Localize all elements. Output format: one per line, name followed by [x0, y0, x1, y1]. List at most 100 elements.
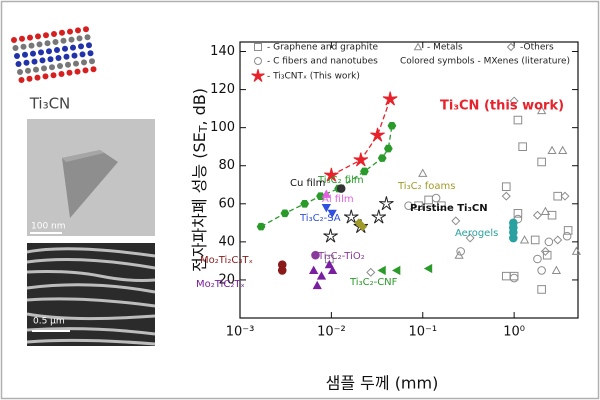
atom	[43, 32, 49, 39]
atom	[57, 63, 63, 69]
annotation: Pristine Ti₃CN	[410, 203, 488, 214]
point	[321, 189, 331, 198]
point	[501, 182, 511, 191]
atom	[41, 65, 47, 72]
atom	[44, 40, 51, 47]
y-label-part: T	[197, 125, 210, 133]
point	[547, 145, 557, 155]
point	[379, 196, 394, 211]
atom	[19, 35, 25, 42]
y-axis-label: 전자파차폐 성능 (SET, dB)	[190, 88, 211, 272]
point	[413, 42, 423, 51]
atom	[23, 59, 30, 66]
point	[336, 184, 346, 193]
point	[571, 246, 582, 255]
point	[518, 142, 527, 151]
annotation: Ti₃C₂-SA	[299, 213, 341, 224]
point	[532, 210, 542, 220]
atom	[54, 47, 60, 53]
atom	[65, 61, 71, 68]
point	[256, 222, 266, 231]
atom	[12, 45, 19, 51]
point	[327, 209, 337, 219]
point	[501, 191, 511, 201]
atom	[27, 34, 33, 41]
atom	[42, 73, 49, 80]
point	[540, 206, 551, 215]
atom	[70, 44, 76, 51]
atom	[67, 28, 73, 35]
plot-frame	[239, 41, 579, 319]
atom	[28, 42, 35, 49]
point	[343, 209, 359, 224]
atom	[62, 45, 68, 52]
point	[327, 265, 338, 274]
point	[382, 91, 398, 106]
y-tick-label: 20	[218, 272, 235, 287]
point	[254, 43, 262, 51]
point	[391, 265, 401, 276]
point	[300, 200, 310, 208]
annotation: Ti₃C₂-CNF	[349, 277, 398, 288]
point	[254, 57, 262, 65]
structure-image	[11, 26, 97, 83]
atom	[82, 67, 89, 74]
point	[311, 250, 320, 260]
atom	[86, 42, 92, 49]
point	[324, 259, 334, 269]
atom	[68, 36, 75, 43]
legend-label: - Metals	[427, 43, 463, 53]
y-label-part: 전자파차폐 성능 (SE	[190, 132, 209, 272]
point	[366, 267, 376, 277]
atom	[52, 39, 59, 45]
point	[553, 235, 563, 245]
sem-scale: 0.5 μm	[33, 317, 65, 327]
annotation: Mo₂TiC₂Tₓ	[196, 279, 245, 290]
point	[513, 115, 523, 125]
atom	[11, 37, 17, 43]
y-tick-label: 80	[218, 158, 235, 173]
point	[560, 191, 570, 201]
y-label-part: , dB)	[190, 88, 209, 126]
legend-label: - C fibers and nanotubes	[267, 57, 378, 67]
annotation: Ti₃CN (this work)	[440, 99, 564, 114]
point	[418, 168, 428, 177]
x-tick-label: 10⁰	[503, 325, 525, 340]
point	[563, 226, 573, 235]
atom	[81, 59, 87, 66]
atom	[63, 53, 70, 60]
y-tick-label: 100	[210, 120, 235, 135]
point	[537, 157, 546, 167]
atom	[26, 75, 33, 82]
atom	[71, 52, 78, 59]
point	[251, 69, 265, 82]
point	[451, 216, 461, 226]
atom	[46, 48, 52, 55]
point	[431, 193, 441, 203]
point	[309, 265, 319, 274]
annotation: Cu film	[290, 178, 325, 189]
atom	[73, 60, 79, 67]
point	[537, 285, 546, 294]
annotation: Ti₃C₂-TiO₂	[317, 251, 365, 262]
atom	[51, 31, 57, 37]
x-axis-label: 샘플 두께 (mm)	[326, 374, 439, 393]
point	[325, 254, 334, 264]
atom	[79, 51, 86, 58]
atom	[38, 49, 44, 56]
point	[360, 167, 369, 176]
annotation: Ti₃C₂ foams	[397, 181, 455, 192]
point	[387, 121, 397, 130]
point	[533, 254, 542, 264]
atom	[66, 69, 73, 76]
atom	[58, 71, 65, 77]
point	[551, 265, 562, 274]
atom	[36, 41, 43, 48]
atom	[22, 51, 28, 58]
y-tick-label: 140	[210, 44, 235, 59]
point	[377, 265, 386, 276]
x-tick-label: 10⁻²	[317, 325, 346, 340]
x-tick-label: 10⁻³	[226, 325, 255, 340]
point	[519, 235, 530, 244]
